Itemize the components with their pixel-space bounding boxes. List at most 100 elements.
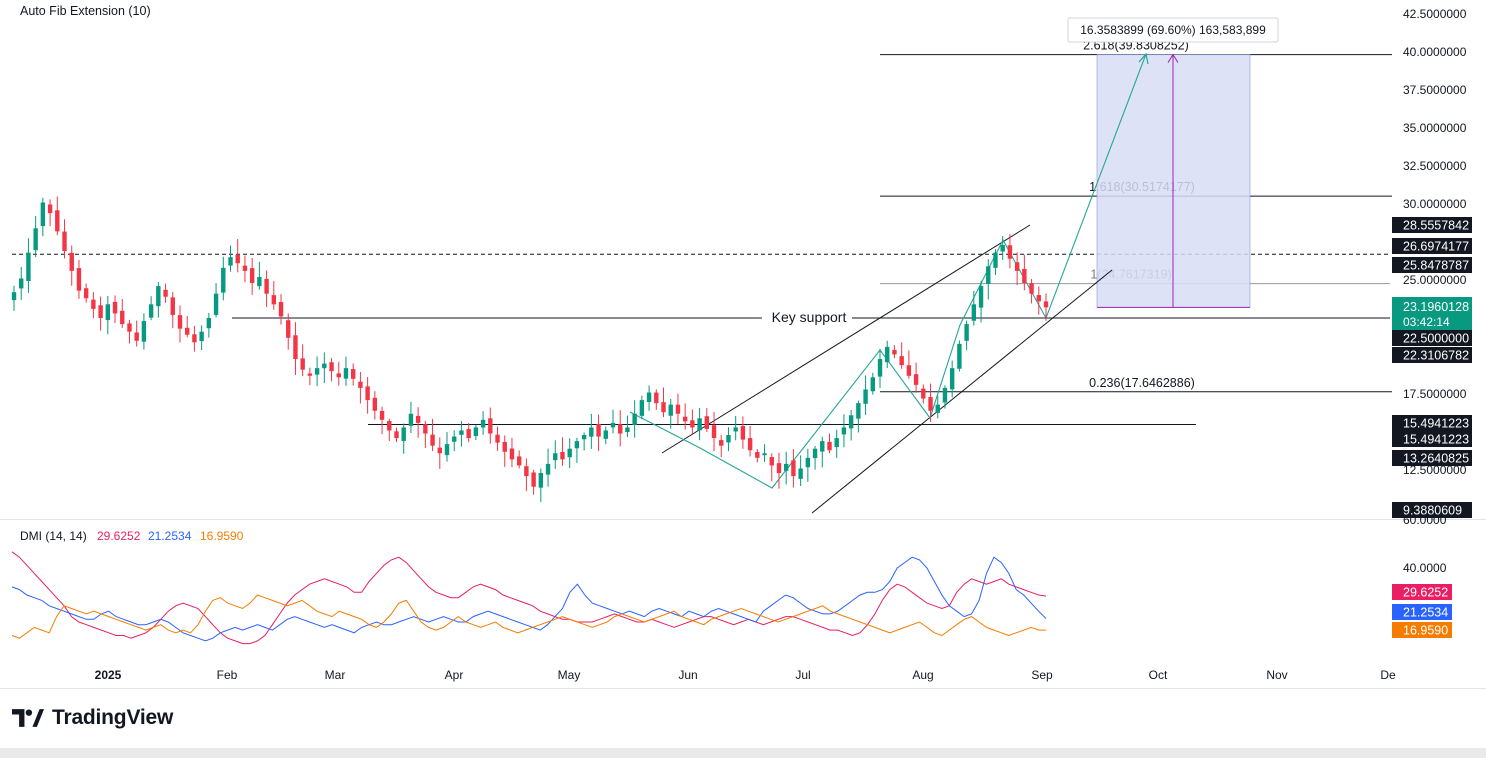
price-tag-countdown: 03:42:14 <box>1403 315 1450 329</box>
projection-arrowhead <box>1167 53 1179 63</box>
measure-tooltip <box>1067 17 1279 43</box>
candle-body <box>913 374 919 385</box>
candle-body <box>170 297 175 315</box>
candle-body <box>47 204 53 214</box>
candle-body <box>971 304 977 321</box>
candle-body <box>581 435 587 440</box>
candle-body <box>820 441 825 452</box>
channel-upper <box>661 224 1031 454</box>
candle-body <box>134 332 139 341</box>
price-tag-layer: 28.5557842 26.6974177 25.8478787 23.1960128… <box>1392 217 1472 638</box>
candle-body <box>314 368 320 375</box>
price-tag-value: 22.3106782 <box>1403 349 1469 363</box>
candle-body <box>675 404 681 414</box>
candle-body <box>120 310 125 325</box>
candle-body <box>105 304 111 321</box>
candle-body <box>62 231 67 252</box>
dmi-legend-minus-di: 21.2534 <box>148 529 192 543</box>
price-tag-current-value: 23.1960128 <box>1403 300 1469 314</box>
candle-body <box>437 447 442 454</box>
bottom-scrollbar[interactable] <box>0 748 1486 758</box>
candle-body <box>899 356 904 366</box>
candle-body <box>69 252 74 271</box>
y-tick-label: 30.0000000 <box>1403 197 1467 211</box>
x-tick-label: 2025 <box>95 668 122 682</box>
candle-body <box>387 421 392 431</box>
candle-body <box>148 304 154 318</box>
candle-body <box>127 323 132 332</box>
candle-body <box>379 410 385 420</box>
dmi-value-tag-text: 29.6252 <box>1403 586 1448 600</box>
candle-body <box>271 295 277 305</box>
candle-body <box>545 463 551 475</box>
dmi-value-tag <box>1392 604 1452 620</box>
candle-body <box>11 292 17 301</box>
candle-body <box>870 377 875 392</box>
candle-body <box>459 430 464 435</box>
dmi-legend-adx: 16.9590 <box>200 529 244 543</box>
price-tag <box>1392 257 1472 273</box>
candle-body <box>83 288 89 299</box>
candle-body <box>668 404 673 416</box>
price-tag-value: 22.5000000 <box>1403 332 1469 346</box>
candle-body <box>596 424 601 437</box>
candle-body <box>625 427 630 433</box>
candle-body <box>19 278 24 289</box>
candle-body <box>452 436 457 442</box>
candle-body <box>199 331 204 342</box>
candle-body <box>711 425 717 439</box>
candle-body <box>885 346 890 363</box>
candle-body <box>185 327 190 335</box>
candle-body <box>957 343 962 369</box>
wave-arrowhead <box>1138 52 1149 65</box>
dmi-value-tag <box>1392 584 1452 600</box>
candle-body <box>480 419 486 428</box>
candle-body <box>690 420 695 428</box>
candle-body <box>415 415 421 423</box>
candle-body <box>538 473 544 488</box>
candle-body <box>603 430 608 439</box>
x-tick-label: Jul <box>795 668 810 682</box>
candle-body <box>206 318 212 329</box>
candle-body <box>863 389 868 404</box>
tradingview-logo[interactable]: TradingView <box>12 706 173 730</box>
candle-body <box>769 457 774 466</box>
candle-body <box>740 426 746 440</box>
grid-layer <box>0 519 1486 689</box>
candle-body <box>249 268 255 284</box>
candle-body <box>610 422 616 428</box>
candle-body <box>834 438 839 448</box>
drawing-layer: 2.618(39.8308252)1.618(30.5174177)1(24.7… <box>12 17 1392 514</box>
dmi-adx-line <box>11 594 1046 639</box>
x-tick-label: Nov <box>1266 668 1287 682</box>
candle-body <box>343 368 349 379</box>
x-tick-label: Aug <box>912 668 933 682</box>
candle-body <box>55 210 60 232</box>
y-tick-label: 17.5000000 <box>1403 387 1467 401</box>
candle-body <box>473 427 479 437</box>
candle-body <box>567 448 572 458</box>
y-tick-label: 35.0000000 <box>1403 121 1467 135</box>
candle-body <box>783 463 789 471</box>
y-tick-label: 12.5000000 <box>1403 463 1467 477</box>
price-tag-value: 15.4941223 <box>1403 433 1469 447</box>
candle-body <box>719 440 724 446</box>
candle-body <box>697 418 702 431</box>
price-tag-value: 26.6974177 <box>1403 240 1469 254</box>
channel-lower <box>811 269 1113 514</box>
candle-body <box>747 438 753 451</box>
candle-body <box>488 418 493 434</box>
price-tag-value: 15.4941223 <box>1403 417 1469 431</box>
candle-body <box>1007 245 1013 259</box>
dmi-legend: DMI (14, 14) 29.6252 21.2534 16.9590 <box>20 529 244 543</box>
candle-body <box>365 386 370 401</box>
candle-body <box>877 359 883 377</box>
candle-body <box>986 266 991 284</box>
candle-body <box>228 257 233 266</box>
dmi-value-tag <box>1392 622 1452 638</box>
candle-body <box>509 448 515 460</box>
candle-body <box>856 403 861 419</box>
candle-body <box>394 431 399 439</box>
candle-body <box>993 252 998 268</box>
